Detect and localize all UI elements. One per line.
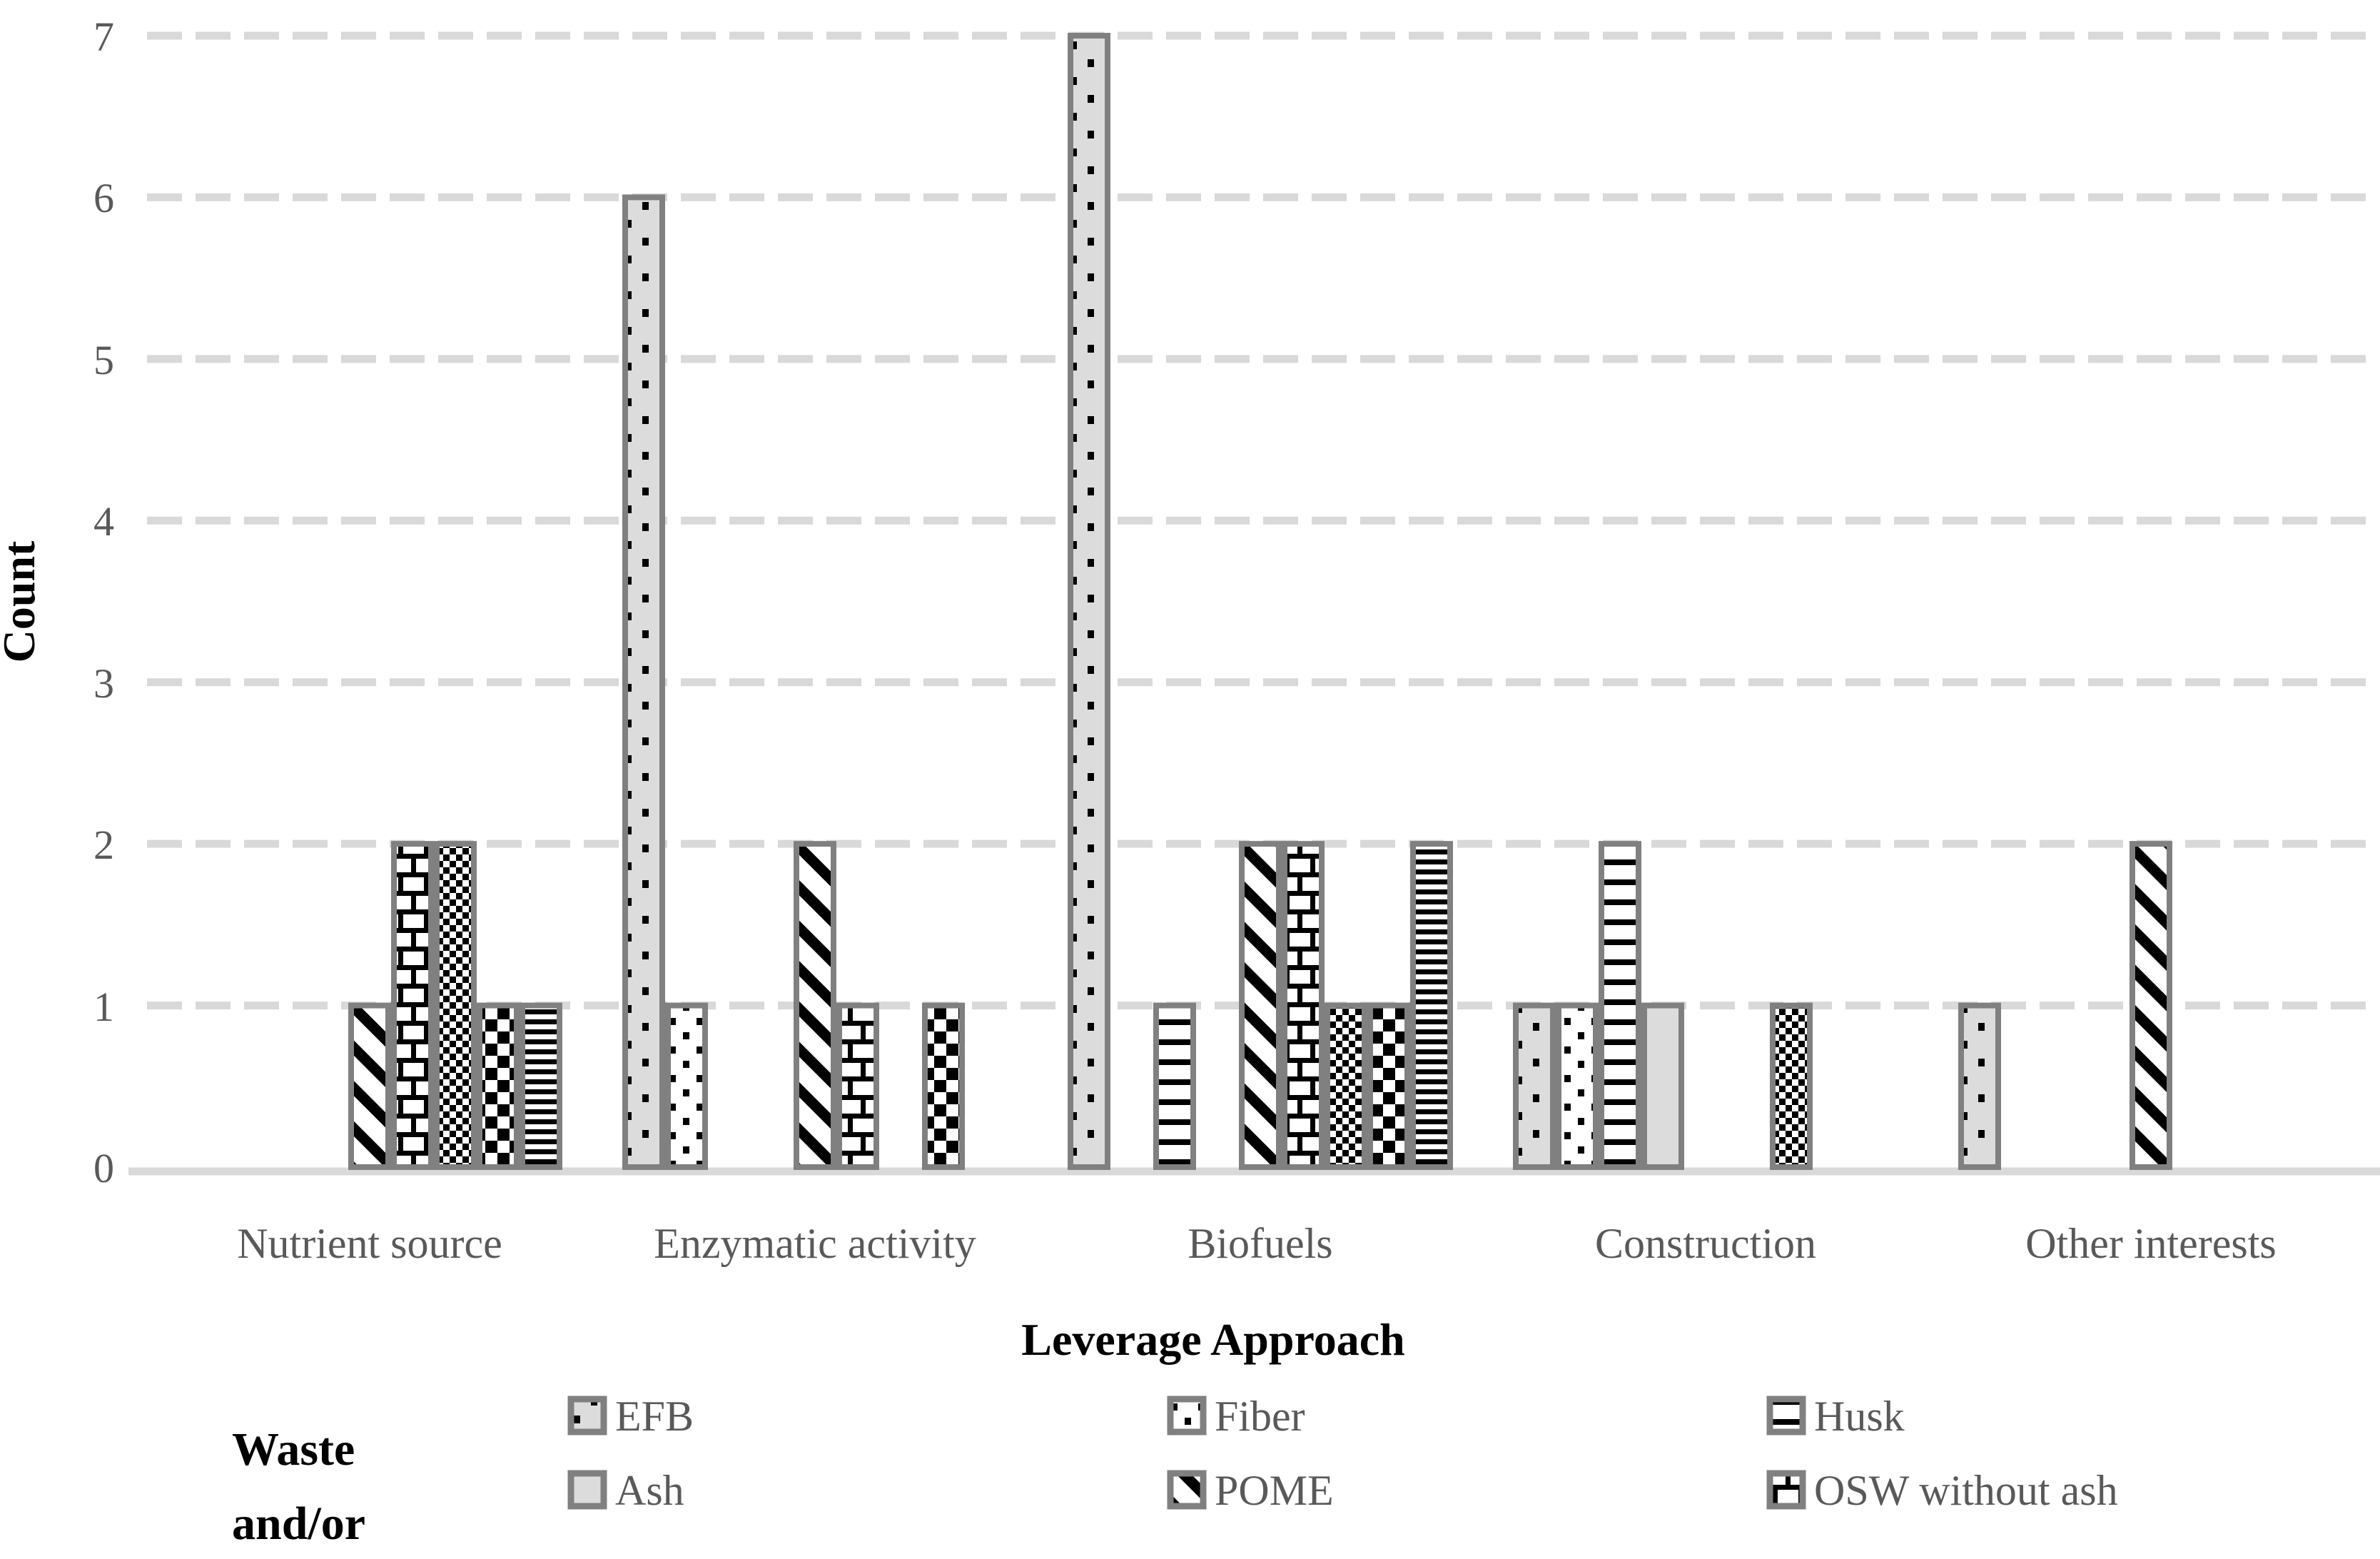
y-axis-title: Count	[0, 540, 44, 662]
legend: Waste and/or EFB Fiber Husk Ash POME OSW…	[232, 1393, 2118, 1550]
bar-lines-dense-Nutrient source	[520, 1002, 562, 1170]
legend-item-fiber: Fiber	[1167, 1393, 1305, 1440]
bar-OSW without ash-Biofuels	[1282, 841, 1325, 1170]
legend-item-label: POME	[1215, 1467, 1334, 1514]
y-tick-1: 1	[93, 984, 114, 1030]
bar-check-small-Nutrient source	[434, 841, 477, 1170]
efb-swatch-icon	[567, 1396, 607, 1436]
legend-item-label: Ash	[615, 1467, 684, 1514]
bar-check-large-Enzymatic activity	[922, 1002, 965, 1170]
bar-Fiber-Enzymatic activity	[665, 1002, 708, 1170]
bar-POME-Enzymatic activity	[794, 841, 836, 1170]
y-tick-3: 3	[93, 660, 114, 707]
bar-Fiber-Construction	[1556, 1002, 1599, 1170]
legend-title-line-2: and/or	[232, 1498, 365, 1550]
legend-item-label: Husk	[1814, 1393, 1905, 1440]
bar-OSW without ash-Nutrient source	[391, 841, 434, 1170]
category-label-nutrient-source: Nutrient source	[237, 1220, 502, 1267]
legend-item-efb: EFB	[567, 1393, 694, 1440]
y-tick-4: 4	[93, 498, 114, 545]
ash-swatch-icon	[567, 1470, 607, 1510]
bar-check-small-Biofuels	[1325, 1002, 1367, 1170]
pome-swatch-icon	[1167, 1470, 1207, 1510]
x-axis-title: Leverage Approach	[1021, 1314, 1404, 1365]
bar-EFB-Construction	[1513, 1002, 1556, 1170]
legend-item-husk: Husk	[1766, 1393, 1905, 1440]
bar-Husk-Biofuels	[1153, 1002, 1196, 1170]
legend-item-label: OSW without ash	[1814, 1467, 2118, 1514]
legend-item-osw-without-ash: OSW without ash	[1766, 1467, 2118, 1514]
bar-Ash-Construction	[1641, 1002, 1684, 1170]
gridlines	[147, 31, 2374, 1010]
bar-check-large-Nutrient source	[477, 1002, 520, 1170]
legend-item-ash: Ash	[567, 1467, 684, 1514]
bar-OSW without ash-Enzymatic activity	[836, 1002, 879, 1170]
y-tick-5: 5	[93, 337, 114, 383]
osw-without-ash-swatch-icon	[1766, 1470, 1806, 1510]
category-label-other-interests: Other interests	[2025, 1220, 2277, 1267]
bar-EFB-Other interests	[1958, 1002, 2001, 1170]
bar-EFB-Biofuels	[1068, 33, 1110, 1170]
y-tick-7: 7	[93, 14, 114, 60]
legend-item-label: EFB	[615, 1393, 694, 1440]
bar-POME-Biofuels	[1239, 841, 1282, 1170]
bar-Husk-Construction	[1599, 841, 1641, 1170]
bars	[348, 33, 2172, 1170]
bar-check-small-Construction	[1770, 1002, 1813, 1170]
husk-swatch-icon	[1766, 1396, 1806, 1436]
x-axis-category-labels: Nutrient source Enzymatic activity Biofu…	[237, 1220, 2277, 1267]
bar-lines-dense-Biofuels	[1410, 841, 1453, 1170]
bar-check-large-Biofuels	[1367, 1002, 1410, 1170]
y-axis-tick-labels: 0 1 2 3 4 5 6 7	[93, 14, 114, 1191]
category-label-construction: Construction	[1595, 1220, 1816, 1267]
legend-item-pome: POME	[1167, 1467, 1334, 1514]
category-label-enzymatic-activity: Enzymatic activity	[654, 1220, 976, 1267]
y-tick-2: 2	[93, 822, 114, 868]
fiber-swatch-icon	[1167, 1396, 1207, 1436]
legend-title-line-1: Waste	[232, 1423, 355, 1475]
bar-POME-Nutrient source	[348, 1002, 391, 1170]
bar-POME-Other interests	[2130, 841, 2172, 1170]
y-tick-6: 6	[93, 175, 114, 221]
category-label-biofuels: Biofuels	[1188, 1220, 1332, 1267]
legend-item-label: Fiber	[1215, 1393, 1305, 1440]
bar-EFB-Enzymatic activity	[622, 194, 665, 1170]
y-tick-0: 0	[93, 1145, 114, 1191]
